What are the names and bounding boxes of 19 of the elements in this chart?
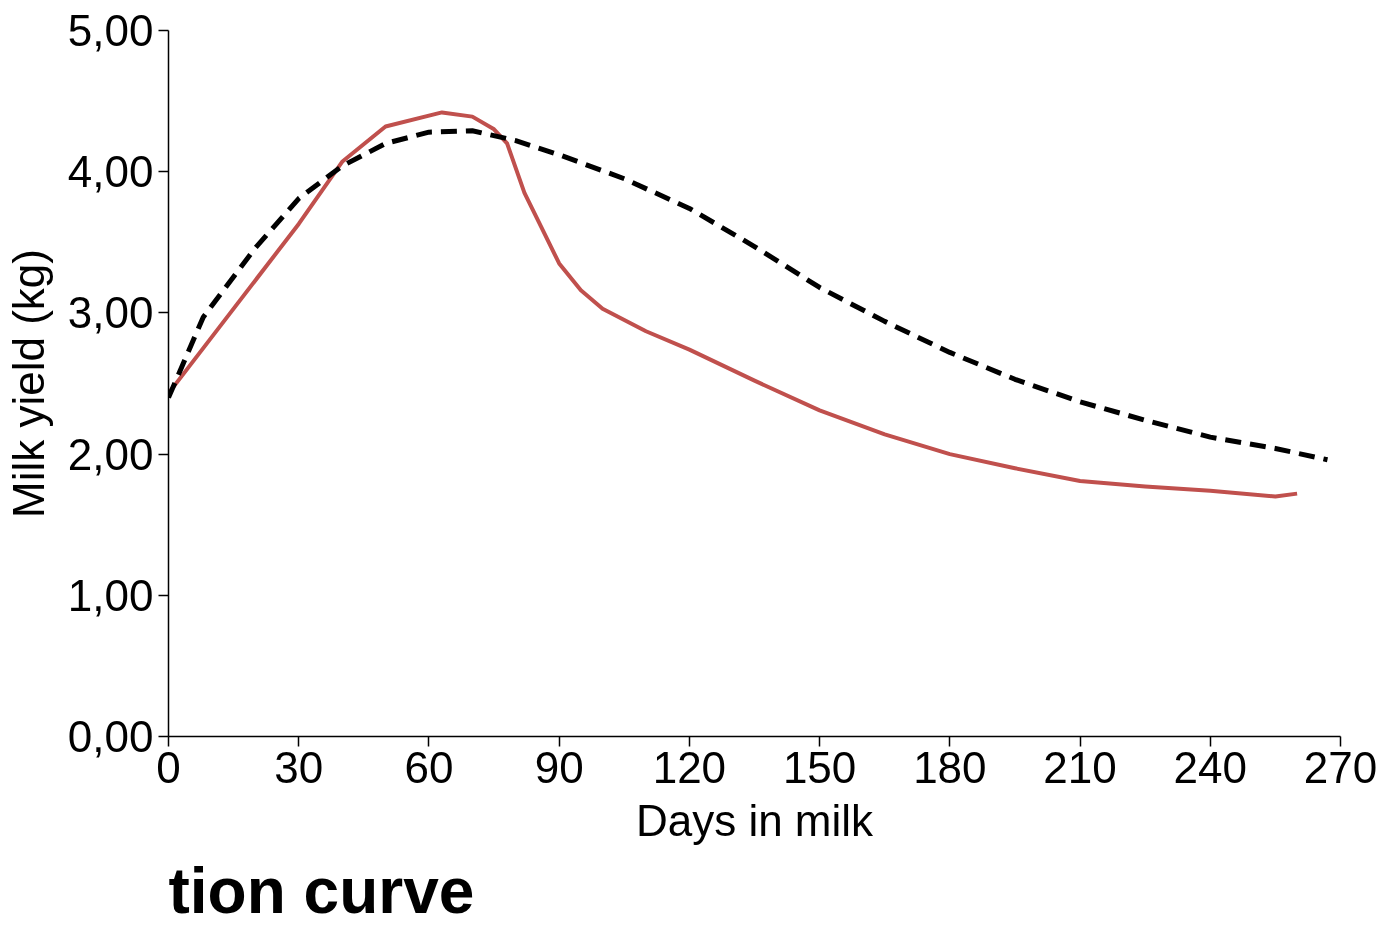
x-tick-label: 150 bbox=[782, 742, 857, 792]
y-tick-label: 1,00 bbox=[67, 570, 154, 620]
x-tick-label: 30 bbox=[274, 742, 324, 792]
x-tick-label: 120 bbox=[652, 742, 727, 792]
x-tick-label: 0 bbox=[156, 742, 181, 792]
y-tick-label: 2,00 bbox=[67, 429, 154, 479]
y-tick-label: 4,00 bbox=[67, 147, 154, 197]
x-tick-label: 180 bbox=[913, 742, 987, 792]
x-tick-label: 60 bbox=[404, 742, 454, 792]
x-tick-label: 90 bbox=[534, 742, 584, 792]
x-tick-label: 270 bbox=[1303, 742, 1378, 792]
x-tick-label: 210 bbox=[1043, 742, 1117, 792]
text: tion curve bbox=[168, 854, 475, 927]
y-axis-title: Milk yield (kg) bbox=[3, 249, 53, 518]
y-tick-label: 0,00 bbox=[67, 712, 154, 761]
x-tick-label: 240 bbox=[1173, 742, 1247, 792]
y-tick-label: 5,00 bbox=[67, 6, 154, 55]
x-axis-title: Days in milk bbox=[635, 795, 875, 845]
y-tick-label: 3,00 bbox=[67, 288, 154, 338]
